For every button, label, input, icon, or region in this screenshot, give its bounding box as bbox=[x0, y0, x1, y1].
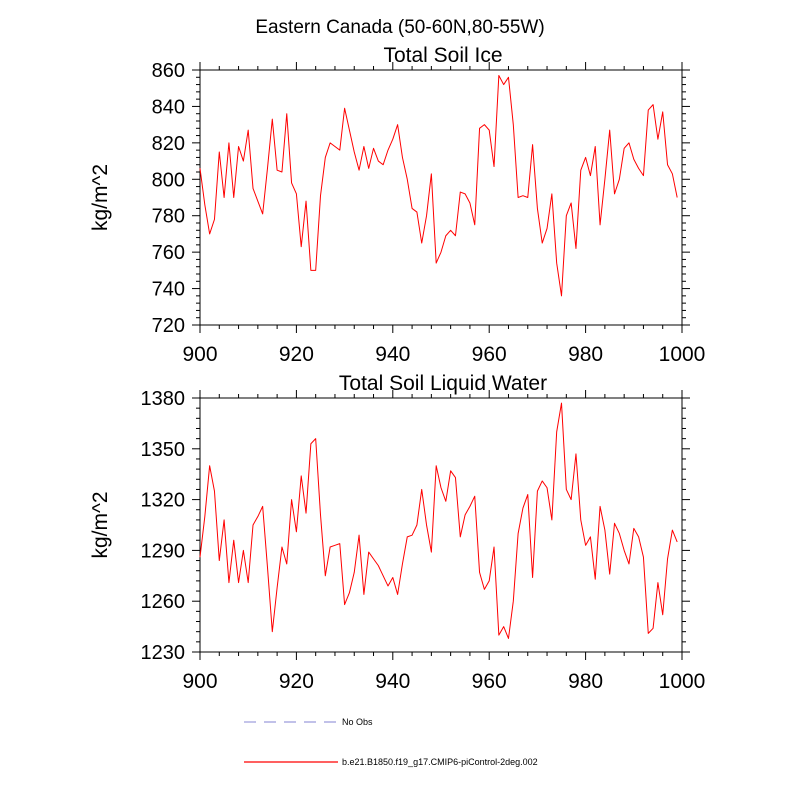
legend-no-obs-label: No Obs bbox=[342, 717, 373, 727]
x-tick-label: 960 bbox=[472, 670, 507, 693]
x-tick-label: 1000 bbox=[659, 670, 706, 693]
y-tick-label: 1290 bbox=[141, 540, 186, 562]
x-tick-label: 940 bbox=[375, 343, 410, 366]
x-tick-label: 980 bbox=[568, 343, 603, 366]
y-tick-label: 1320 bbox=[141, 490, 186, 512]
series-line bbox=[199, 74, 678, 297]
panel-title: Total Soil Liquid Water bbox=[339, 372, 547, 395]
y-tick-label: 840 bbox=[152, 96, 185, 118]
y-tick-label: 1380 bbox=[141, 388, 186, 410]
y-tick-label: 1260 bbox=[141, 591, 186, 613]
y-tick-label: 780 bbox=[152, 206, 185, 228]
panel-total-soil-liquid-water: 900 920 940 960 980 1000 1230 1260 1290 1320 1350 1… bbox=[89, 372, 705, 693]
legend-model-label: b.e21.B1850.f19_g17.CMIP6-piControl-2deg… bbox=[342, 757, 538, 767]
plot-frame bbox=[199, 69, 683, 326]
y-axis-label: kg/m^2 bbox=[89, 491, 112, 558]
x-tick-label: 940 bbox=[375, 670, 410, 693]
y-tick-label: 760 bbox=[152, 242, 185, 264]
panel-total-soil-ice: 900 920 940 960 980 1000 720 740 760 780 800 820 840… bbox=[89, 44, 705, 366]
y-tick-label: 720 bbox=[152, 315, 185, 337]
x-tick-label: 920 bbox=[279, 343, 314, 366]
panel-title: Total Soil Ice bbox=[383, 44, 502, 67]
x-tick-label: 1000 bbox=[659, 343, 706, 366]
legend: No Obs b.e21.B1850.f19_g17.CMIP6-piContr… bbox=[244, 717, 538, 767]
y-tick-label: 860 bbox=[152, 60, 185, 82]
x-tick-label: 980 bbox=[568, 670, 603, 693]
figure-title: Eastern Canada (50-60N,80-55W) bbox=[255, 17, 544, 38]
y-axis-label: kg/m^2 bbox=[89, 164, 112, 231]
y-tick-label: 1230 bbox=[141, 642, 186, 664]
y-tick-label: 1350 bbox=[141, 439, 186, 461]
x-tick-label: 900 bbox=[182, 670, 217, 693]
x-tick-label: 920 bbox=[279, 670, 314, 693]
x-tick-label: 960 bbox=[472, 343, 507, 366]
y-tick-label: 820 bbox=[152, 133, 185, 155]
x-tick-label: 900 bbox=[182, 343, 217, 366]
y-tick-label: 800 bbox=[152, 169, 185, 191]
plot-frame bbox=[199, 397, 683, 653]
y-tick-label: 740 bbox=[152, 279, 185, 301]
series-line bbox=[199, 402, 678, 639]
